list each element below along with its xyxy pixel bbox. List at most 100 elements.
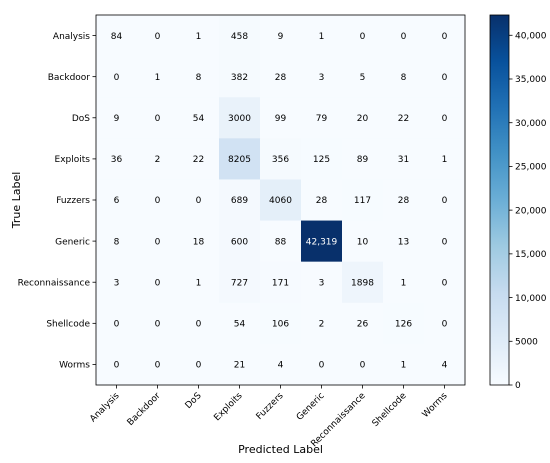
heatmap-cell xyxy=(301,138,343,180)
heatmap-cell xyxy=(219,220,261,262)
heatmap-cell xyxy=(383,56,425,98)
heatmap-cell xyxy=(383,343,425,386)
heatmap-cell xyxy=(424,97,466,139)
heatmap-cell xyxy=(96,15,138,57)
heatmap-cell xyxy=(342,261,384,304)
y-tick-label: Analysis xyxy=(53,32,90,42)
colorbar-tick-label: 20,000 xyxy=(515,206,547,216)
heatmap-cell xyxy=(301,343,343,386)
heatmap-cell xyxy=(301,56,343,98)
cell-value-label: 13 xyxy=(398,237,409,247)
heatmap-cell xyxy=(260,15,302,57)
cell-value-label: 1 xyxy=(401,361,407,371)
heatmap-cell xyxy=(137,15,179,57)
heatmap-cell xyxy=(424,15,466,57)
heatmap-cell xyxy=(342,220,384,262)
heatmap-cell xyxy=(260,302,302,345)
cell-value-label: 54 xyxy=(234,320,246,330)
cell-value-label: 0 xyxy=(155,237,161,247)
heatmap-cell xyxy=(424,220,466,262)
colorbar-tick-label: 25,000 xyxy=(515,163,547,173)
heatmap-cell xyxy=(424,343,466,386)
heatmap-cell xyxy=(178,15,220,57)
y-tick-label: Worms xyxy=(59,361,90,371)
cell-value-label: 1 xyxy=(401,278,407,288)
heatmap-cell xyxy=(301,302,343,345)
cell-value-label: 0 xyxy=(114,73,120,83)
colorbar-tick-label: 35,000 xyxy=(515,75,547,85)
x-axis-title: Predicted Label xyxy=(238,443,323,456)
cell-value-label: 0 xyxy=(155,361,161,371)
heatmap-cell xyxy=(301,261,343,304)
cell-value-label: 106 xyxy=(272,320,289,330)
heatmap-cell xyxy=(383,15,425,57)
y-axis-ticks: Analysis Backdoor DoS Exploits Fuzzers Generi… xyxy=(18,32,96,371)
cell-value-label: 3 xyxy=(319,278,325,288)
cell-value-label: 3000 xyxy=(228,114,251,124)
colorbar-tick-label: 10,000 xyxy=(515,294,547,304)
cell-value-label: 28 xyxy=(316,196,328,206)
x-tick-label: Generic xyxy=(295,391,327,423)
heatmap-cell xyxy=(137,179,179,221)
cell-value-label: 0 xyxy=(155,320,161,330)
cell-value-label: 0 xyxy=(196,196,202,206)
x-tick-label: Shellcode xyxy=(371,391,409,429)
heatmap-cell xyxy=(342,97,384,139)
cell-value-label: 22 xyxy=(398,114,409,124)
cell-value-label: 0 xyxy=(442,237,448,247)
y-tick-label: Fuzzers xyxy=(56,196,90,206)
cell-value-label: 8 xyxy=(401,73,407,83)
colorbar-tick-label: 0 xyxy=(515,381,521,391)
x-tick-label: Worms xyxy=(421,391,450,420)
y-axis-title: True Label xyxy=(10,172,23,230)
cell-value-label: 21 xyxy=(234,361,245,371)
heatmap-cell xyxy=(342,138,384,180)
cell-value-label: 10 xyxy=(357,237,369,247)
heatmap-cell xyxy=(219,56,261,98)
heatmap-cell xyxy=(260,97,302,139)
cell-value-label: 18 xyxy=(193,237,205,247)
colorbar-tick-label: 15,000 xyxy=(515,250,547,260)
cell-value-label: 125 xyxy=(313,155,330,165)
heatmap-cell xyxy=(137,343,179,386)
heatmap-cell xyxy=(383,302,425,345)
heatmap-cell xyxy=(383,179,425,221)
heatmap-cell xyxy=(96,138,138,180)
cell-value-label: 1898 xyxy=(351,278,374,288)
heatmap-cell xyxy=(137,97,179,139)
cell-value-label: 0 xyxy=(155,114,161,124)
heatmap-cell xyxy=(96,343,138,386)
cell-value-label: 0 xyxy=(319,361,325,371)
x-tick-label: Exploits xyxy=(212,391,244,423)
cell-value-label: 0 xyxy=(442,320,448,330)
cell-value-label: 689 xyxy=(231,196,248,206)
cell-value-label: 126 xyxy=(395,320,412,330)
heatmap-cell xyxy=(96,97,138,139)
heatmap-cell xyxy=(383,138,425,180)
cell-value-label: 4060 xyxy=(269,196,292,206)
cell-value-label: 89 xyxy=(357,155,369,165)
cell-value-label: 4 xyxy=(278,361,284,371)
x-tick-label: Backdoor xyxy=(126,391,163,428)
heatmap-cell xyxy=(383,220,425,262)
cell-value-label: 2 xyxy=(155,155,161,165)
heatmap-cell xyxy=(219,302,261,345)
cell-value-label: 0 xyxy=(442,32,448,42)
heatmap-cell xyxy=(342,15,384,57)
cell-value-label: 1 xyxy=(442,155,448,165)
cell-value-label: 0 xyxy=(114,320,120,330)
heatmap-cell xyxy=(178,220,220,262)
cell-value-label: 117 xyxy=(354,196,371,206)
cell-value-label: 0 xyxy=(442,196,448,206)
cell-value-label: 26 xyxy=(357,320,369,330)
heatmap-cell xyxy=(178,97,220,139)
cell-value-label: 0 xyxy=(360,361,366,371)
heatmap-cell xyxy=(137,138,179,180)
cell-value-label: 1 xyxy=(319,32,325,42)
heatmap-cell xyxy=(178,179,220,221)
cell-value-label: 0 xyxy=(442,114,448,124)
colorbar xyxy=(489,14,510,386)
heatmap-cell xyxy=(342,302,384,345)
y-tick-label: Shellcode xyxy=(46,320,90,330)
heatmap-cell xyxy=(137,302,179,345)
